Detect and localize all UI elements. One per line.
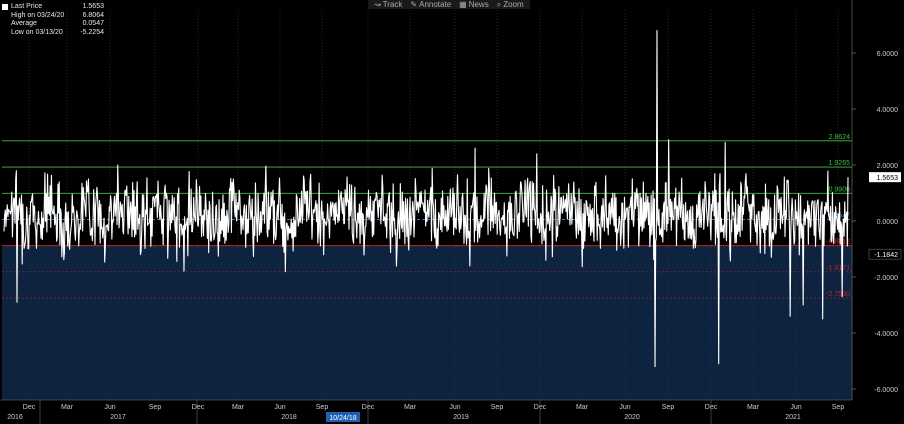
reference-label-5: -1.8171	[826, 265, 850, 272]
y-axis-panel	[852, 0, 904, 424]
reference-lines: 2.86241.92650.99060.0547-0.8812-1.8171-2…	[2, 134, 852, 299]
x-axis-panel	[0, 400, 904, 424]
y-tick-label-5: -4.0000	[874, 331, 898, 338]
x-year-label-5: 2021	[785, 414, 801, 421]
y-tick-label-6: -6.0000	[874, 387, 898, 394]
cursor-date-tag	[326, 412, 360, 422]
x-month-label-15: Sep	[662, 404, 675, 411]
reference-label-2: 0.9906	[829, 186, 851, 193]
x-month-label-9: Mar	[404, 404, 417, 411]
legend-average: Average 0.0547	[11, 20, 104, 27]
track-icon: ↝	[374, 0, 381, 9]
y-tick-label-1: 4.0000	[877, 107, 899, 114]
x-month-label-11: Sep	[491, 404, 504, 411]
track-tool[interactable]: ↝ Track	[374, 0, 403, 9]
value-tag-1	[868, 248, 902, 260]
pencil-icon: ✎	[410, 0, 418, 9]
value-tag-0	[869, 172, 901, 183]
below-band-fill	[2, 245, 852, 400]
x-month-label-7: Sep	[316, 404, 329, 411]
x-month-label-18: Jun	[790, 404, 801, 411]
x-month-label-3: Sep	[149, 404, 162, 411]
y-tick-label-2: 2.0000	[877, 163, 899, 170]
y-tick-label-4: -2.0000	[874, 275, 898, 282]
x-year-label-3: 2019	[453, 414, 469, 421]
reference-label-6: -2.7530	[826, 291, 850, 298]
x-month-label-0: Dec	[23, 404, 36, 411]
annotate-tool[interactable]: ✎ Annotate	[410, 0, 452, 9]
x-year-label-1: 2017	[110, 414, 126, 421]
zoom-tool[interactable]: ⌕ Zoom	[496, 0, 524, 9]
x-month-label-2: Jun	[104, 404, 115, 411]
reference-label-0: 2.8624	[829, 134, 851, 141]
legend-high: High on 03/24/20 6.8064	[11, 11, 104, 19]
chart-legend: Last Price 1.5653 High on 03/24/20 6.806…	[2, 3, 104, 37]
price-line	[3, 30, 849, 368]
legend-last-price[interactable]: Last Price 1.5653	[2, 3, 104, 12]
x-year-label-4: 2020	[624, 414, 640, 421]
x-month-label-19: Sep	[832, 404, 845, 411]
reference-label-4: -0.8812	[826, 239, 850, 246]
x-month-label-6: Jun	[274, 404, 285, 411]
x-month-label-5: Mar	[232, 404, 245, 411]
price-series	[3, 30, 849, 368]
news-icon: ▦	[459, 0, 467, 9]
zoom-icon: ⌕	[496, 0, 502, 9]
x-month-label-17: Mar	[747, 404, 760, 411]
x-month-label-1: Mar	[61, 404, 74, 411]
reference-label-1: 1.9265	[829, 160, 851, 167]
y-tick-label-3: 0.0000	[877, 219, 899, 226]
y-tick-label-0: 6.0000	[877, 51, 899, 58]
x-month-label-4: Dec	[192, 404, 205, 411]
value-tag-label-1: -1.1842	[874, 252, 898, 259]
legend-swatch	[2, 4, 8, 11]
x-year-label-2: 2018	[281, 414, 297, 421]
value-tag-label-0: 1.5653	[877, 175, 899, 182]
x-month-label-14: Jun	[619, 404, 630, 411]
below-fill-area	[2, 245, 852, 400]
cursor-date-label: 10/24/18	[329, 415, 356, 422]
legend-low: Low on 03/13/20 -5.2254	[11, 28, 104, 36]
chart-toolbar: ↝ Track ✎ Annotate ▦ News ⌕ Zoom	[368, 0, 530, 9]
news-tool[interactable]: ▦ News	[459, 0, 489, 9]
x-month-label-13: Mar	[576, 404, 589, 411]
x-year-label-0: 2016	[7, 414, 23, 421]
x-month-label-10: Jun	[449, 404, 460, 411]
